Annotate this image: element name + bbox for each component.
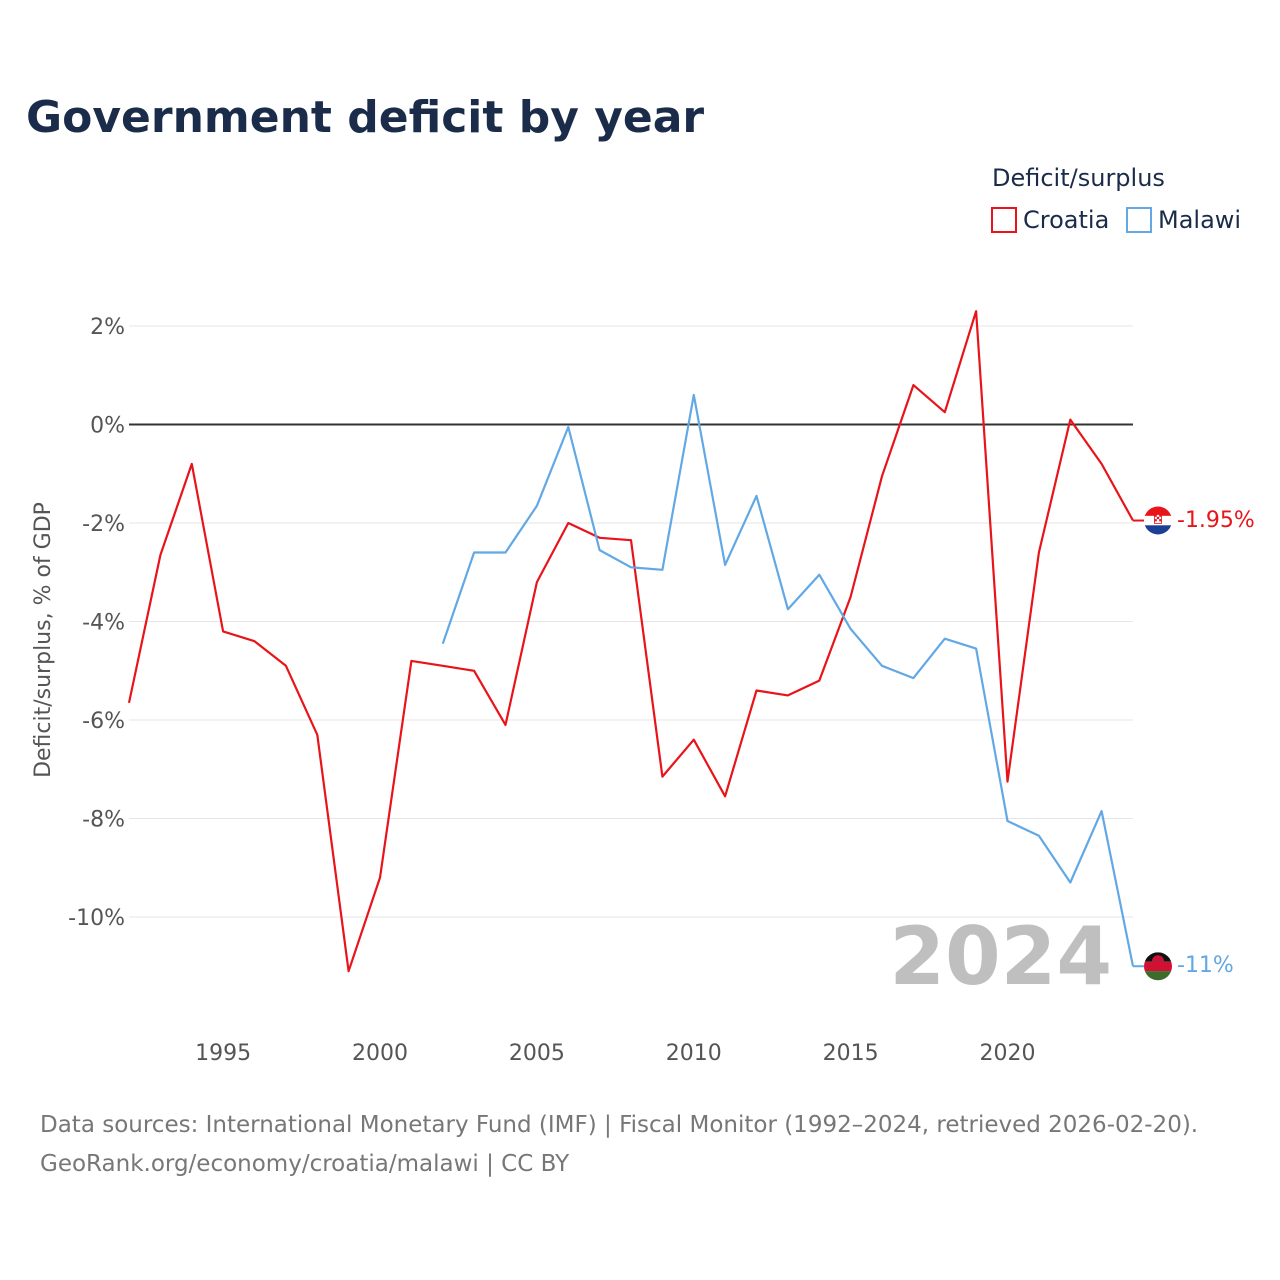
x-tick-label: 2020 (980, 1041, 1036, 1066)
legend: Croatia Malawi (991, 206, 1241, 234)
x-tick-label: 2015 (823, 1041, 879, 1066)
x-tick-label: 2005 (509, 1041, 565, 1066)
source-line-1: Data sources: International Monetary Fun… (40, 1112, 1198, 1138)
y-axis-ticks: 2% 0% -2% -4% -6% -8% -10% (68, 315, 125, 931)
malawi-end-label: -11% (1177, 953, 1234, 978)
year-watermark: 2024 (889, 910, 1112, 1003)
source-line-2: GeoRank.org/economy/croatia/malawi | CC … (40, 1151, 570, 1177)
y-tick-label: -4% (82, 611, 125, 636)
y-tick-label: 2% (90, 315, 125, 340)
x-axis-ticks: 1995 2000 2005 2010 2015 2020 (195, 1041, 1035, 1066)
x-tick-label: 1995 (195, 1041, 251, 1066)
croatia-flag-icon (1144, 506, 1172, 535)
legend-title: Deficit/surplus (992, 164, 1165, 192)
y-axis-title: Deficit/surplus, % of GDP (31, 502, 56, 778)
y-tick-label: -2% (82, 512, 125, 537)
croatia-end-label: -1.95% (1177, 508, 1255, 533)
series-layer (127, 310, 1144, 973)
legend-label-croatia: Croatia (1023, 206, 1109, 234)
malawi-flag-icon (1144, 952, 1172, 981)
legend-swatch-malawi (1126, 207, 1152, 233)
series-line-malawi (441, 393, 1135, 967)
y-tick-label: -10% (68, 906, 125, 931)
y-tick-label: -6% (82, 709, 125, 734)
legend-label-malawi: Malawi (1158, 206, 1241, 234)
y-tick-label: 0% (90, 414, 125, 439)
gridlines (129, 325, 1133, 918)
legend-swatch-croatia (991, 207, 1017, 233)
y-tick-label: -8% (82, 808, 125, 833)
x-tick-label: 2000 (352, 1041, 408, 1066)
series-line-croatia (127, 310, 1134, 973)
x-tick-label: 2010 (666, 1041, 722, 1066)
chart-title: Government deficit by year (26, 92, 704, 143)
